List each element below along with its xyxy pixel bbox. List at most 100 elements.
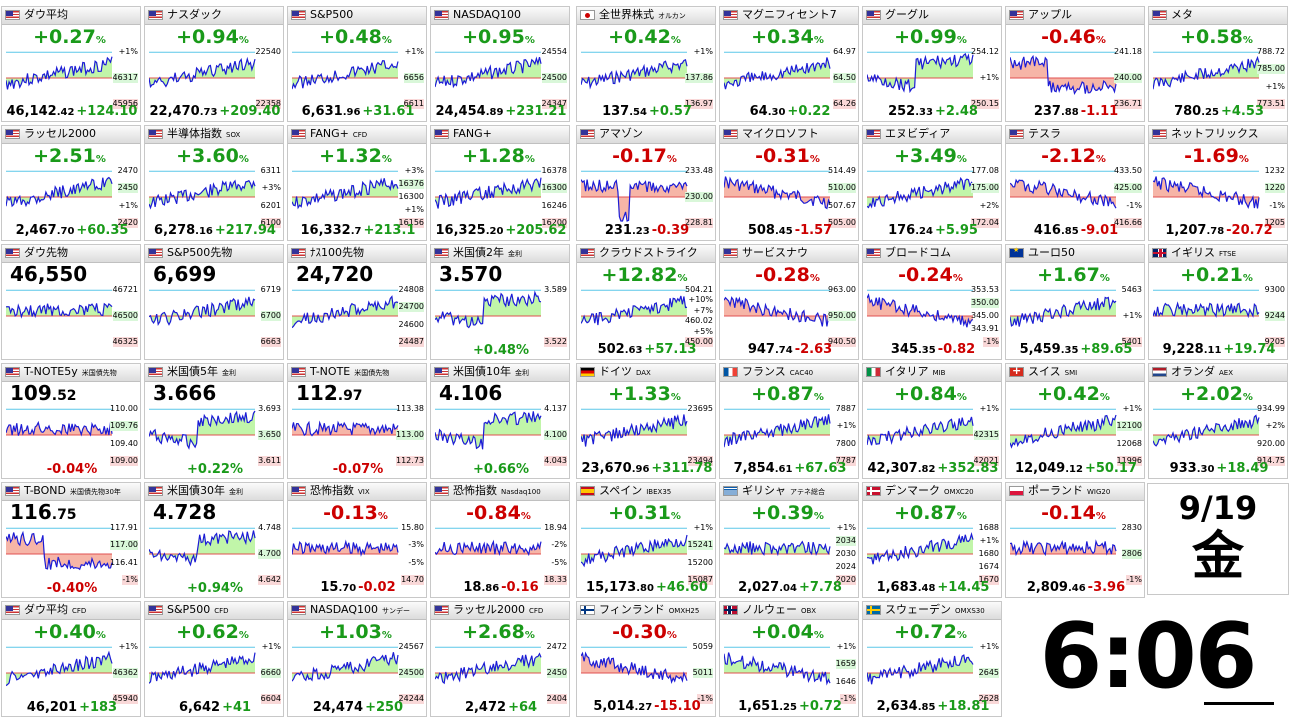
- tile-meta[interactable]: メタ +0.58% 788.72 785.00 +1% 773.51 780.25 +4.53: [1148, 6, 1288, 122]
- tile-russcfd[interactable]: ラッセル2000 CFD +2.68% 2472 2450 2404 2,472 +64: [430, 601, 570, 717]
- tile-n100cfd[interactable]: NASDAQ100 サンデー +1.03% 24567 24500 24244 24,474…: [287, 601, 427, 717]
- tile-subtitle: 金利: [515, 369, 529, 377]
- tile-n100fut[interactable]: ﾅｽ100先物 24,720 24808 24700 24600 24487: [287, 244, 427, 360]
- tile-percent-unit: %: [956, 35, 967, 46]
- tile-vix[interactable]: 恐怖指数 VIX -0.13% 15.80 -3% -5% 14.70 15.70 -0.02: [287, 482, 427, 598]
- tile-axis-label: 4.043: [544, 456, 567, 466]
- tile-omxh[interactable]: フィンランド OMXH25 -0.30% 5059 5011 -1% 5,014.27 -15…: [576, 601, 716, 717]
- tile-tesla[interactable]: テスラ -2.12% 433.50 425.00 -1% 416.66 416.85 -9.0…: [1005, 125, 1145, 241]
- tile-tnote5[interactable]: T-NOTE5y 米国債先物 109.52 110.00 109.76 109.40 109…: [1, 363, 141, 479]
- tile-nasdaq[interactable]: ナスダック +0.94% 22540 22358 22,470.73 +209.40: [144, 6, 284, 122]
- tile-axis-label: 2450: [546, 668, 567, 678]
- tile-axis-label: 45956: [112, 99, 138, 109]
- flag-us-icon: [148, 129, 163, 139]
- tile-msft[interactable]: マイクロソフト -0.31% 514.49 510.00 507.67 505.00 508…: [719, 125, 859, 241]
- tile-ibex[interactable]: スペイン IBEX35 +0.31% +1% 15241 15200 15087 15,173…: [576, 482, 716, 598]
- chart-line: [6, 302, 113, 319]
- tile-percent-unit: %: [670, 35, 681, 46]
- tile-russell[interactable]: ラッセル2000 +2.51% 2470 2450 +1% 2420 2,467.70 +60…: [1, 125, 141, 241]
- tile-percent-change: +0.94%: [150, 26, 275, 52]
- tile-netflix[interactable]: ネットフリックス -1.69% 1232 1220 -1% 1205 1,207.78 -20…: [1148, 125, 1288, 241]
- tile-axis-label: 136.97: [685, 99, 713, 109]
- tile-cac[interactable]: フランス CAC40 +0.87% 7887 +1% 7800 7787 7,854.61 +6…: [719, 363, 859, 479]
- tile-axis-label: 4.137: [544, 404, 567, 413]
- tile-percent-change: +3.49%: [868, 145, 993, 171]
- tile-dowcfd[interactable]: ダウ平均 CFD +0.40% +1% 46362 45940 46,201 +183: [1, 601, 141, 717]
- tile-amazon[interactable]: アマゾン -0.17% 233.48 230.00 228.81 231.23 -0.39: [576, 125, 716, 241]
- tile-sparkline-chart: [1010, 51, 1117, 95]
- tile-axis-label: 22358: [255, 99, 281, 109]
- chart-area: [724, 57, 830, 90]
- tile-us5y[interactable]: 米国債5年 金利 3.666 3.693 3.650 3.611 +0.22%: [144, 363, 284, 479]
- tile-price-main: 6,631: [301, 104, 343, 119]
- clock-underline: [1204, 702, 1274, 705]
- tile-price-change: +0.72: [798, 699, 842, 714]
- tile-price-row: 46,201 +183: [4, 700, 140, 715]
- tile-header: アップル: [1006, 7, 1144, 25]
- tile-dow[interactable]: ダウ平均 +0.27% +1% 46317 45956 46,142.42 +124.10: [1, 6, 141, 122]
- tile-axis-label: 46325: [112, 337, 138, 347]
- tile-mag7[interactable]: マグニフィセント7 +0.34% 64.97 64.50 64.26 64.30 +0.22: [719, 6, 859, 122]
- tile-obx[interactable]: ノルウェー OBX +0.04% +1% 1659 1646 -1% 1,651.25 +0.7…: [719, 601, 859, 717]
- tile-now[interactable]: サービスナウ -0.28% 963.00 950.00 940.50 947.74 -2.6…: [719, 244, 859, 360]
- tile-percent-change: +12.82%: [582, 264, 707, 290]
- tile-fang[interactable]: FANG+ +1.28% 16378 16300 16246 16200 16,325.20…: [430, 125, 570, 241]
- tile-dowfut[interactable]: ダウ先物 46,550 46721 46500 46325: [1, 244, 141, 360]
- tile-mib[interactable]: イタリア MIB +0.84% +1% 42315 42021 42,307.82 +352.…: [862, 363, 1002, 479]
- tile-us10y[interactable]: 米国債10年 金利 4.106 4.137 4.100 4.043 +0.66%: [430, 363, 570, 479]
- tile-vxn[interactable]: 恐怖指数 Nasdaq100 -0.84% 18.94 -2% -5% 18.33 18.86…: [430, 482, 570, 598]
- tile-sp500[interactable]: S&P500 +0.48% +1% 6656 6611 6,631.96 +31.61: [287, 6, 427, 122]
- tile-dax[interactable]: ドイツ DAX +1.33% 23695 23494 23,670.96 +311.78: [576, 363, 716, 479]
- tile-header: 米国債5年 金利: [145, 364, 283, 382]
- tile-tnote[interactable]: T-NOTE 米国債先物 112.97 113.38 113.00 112.73 -0.07…: [287, 363, 427, 479]
- tile-axis-label: 450.00: [685, 337, 713, 347]
- tile-omxc[interactable]: デンマーク OMXC20 +0.87% 1688 +1% 1680 1674 1670 1,68…: [862, 482, 1002, 598]
- tile-smi[interactable]: スイスSMI+0.42%+1%12100120681199612,049.12+…: [1005, 363, 1145, 479]
- tile-percent-unit: %: [956, 630, 967, 641]
- tile-spfut[interactable]: S&P500先物 6,699 6719 6700 6663: [144, 244, 284, 360]
- tile-acwi[interactable]: 全世界株式 オルカン +0.42% +1% 137.86 136.97 137.54 +0.5…: [576, 6, 716, 122]
- tile-price-decimal: .23: [631, 226, 650, 237]
- tile-percent-unit: %: [813, 392, 824, 403]
- tile-us30y[interactable]: 米国債30年 金利 4.728 4.748 4.700 4.642 +0.94%: [144, 482, 284, 598]
- tile-ftse[interactable]: イギリス FTSE +0.21% 9300 9244 9205 9,228.11 +19.74: [1148, 244, 1288, 360]
- tile-tbond[interactable]: T-BOND 米国債先物30年 116.75 117.91 117.00 116.41 -1…: [1, 482, 141, 598]
- tile-fangcfd[interactable]: FANG+ CFD +1.32% +3% 16376 16300 +1% 16156 16,33…: [287, 125, 427, 241]
- tile-apple[interactable]: アップル -0.46% 241.18 240.00 236.71 237.88 -1.11: [1005, 6, 1145, 122]
- flag-us-icon: [434, 486, 449, 496]
- tile-nvda[interactable]: エヌビディア +3.49% 177.08 175.00 +2% 172.04 176.24 +…: [862, 125, 1002, 241]
- tile-price-decimal: .25: [1201, 107, 1219, 118]
- tile-axis-label: 24500: [398, 668, 424, 678]
- tile-axis-label: 45940: [112, 694, 138, 704]
- tile-athex[interactable]: ギリシャ アテネ総合 +0.39% +1% 2034 2030 2024 2020 2,027.…: [719, 482, 859, 598]
- tile-percent-change: +0.21%: [1154, 264, 1279, 290]
- tile-omxs[interactable]: スウェーデン OMXS30 +0.72% +1% 2645 2628 2,634.85 +18…: [862, 601, 1002, 717]
- tile-axis-label: +1%: [693, 47, 713, 56]
- tile-percent-change-bottom: -0.07%: [332, 462, 384, 477]
- tile-sparkline-chart: [149, 51, 256, 89]
- tile-google[interactable]: グーグル +0.99% 254.12 +1% 250.15 252.33 +2.48: [862, 6, 1002, 122]
- date-month-day: 9/19: [1178, 489, 1258, 527]
- tile-sox[interactable]: 半導体指数 SOX +3.60% 6311 +3% 6201 6100 6,278.16 +21…: [144, 125, 284, 241]
- tile-percent-change-bottom: -0.40%: [46, 581, 98, 596]
- tile-price-row: 15,173.80 +46.60: [579, 580, 715, 596]
- tile-sparkline-chart: [6, 646, 113, 687]
- tile-sparkline-chart: [1010, 289, 1117, 327]
- tile-avgo[interactable]: ブロードコム -0.24% 353.53 350.00 345.00 343.91 -1% 3…: [862, 244, 1002, 360]
- tile-axis-label: +7%: [693, 306, 713, 315]
- tile-aex[interactable]: オランダ AEX +2.02% 934.99 +2% 920.00 914.75 933.30…: [1148, 363, 1288, 479]
- tile-title-text: スウェーデン: [885, 603, 951, 616]
- tile-current-value: 3.570: [439, 262, 502, 286]
- flag-us-icon: [148, 248, 163, 258]
- tile-wig[interactable]: ポーランド WIG20 -0.14% 2830 2806 -1% 2,809.46 -3.96: [1005, 482, 1145, 598]
- tile-header: エヌビディア: [863, 126, 1001, 144]
- tile-spcfd[interactable]: S&P500 CFD +0.62% +1% 6660 6604 6,642 +41: [144, 601, 284, 717]
- tile-crwd[interactable]: クラウドストライク +12.82% 504.21 +10% +7% 460.02 +5% 45…: [576, 244, 716, 360]
- tile-nasdaq100[interactable]: NASDAQ100 +0.95% 24554 24500 24347 24,454.89 +…: [430, 6, 570, 122]
- tile-price-change: +217.94: [214, 223, 276, 238]
- tile-percent-value: +0.39: [751, 502, 814, 524]
- tile-title-text: テスラ: [1028, 127, 1061, 140]
- tile-us2y[interactable]: 米国債2年 金利 3.570 3.589 3.522 +0.48%: [430, 244, 570, 360]
- tile-title-text: ダウ平均: [24, 603, 68, 616]
